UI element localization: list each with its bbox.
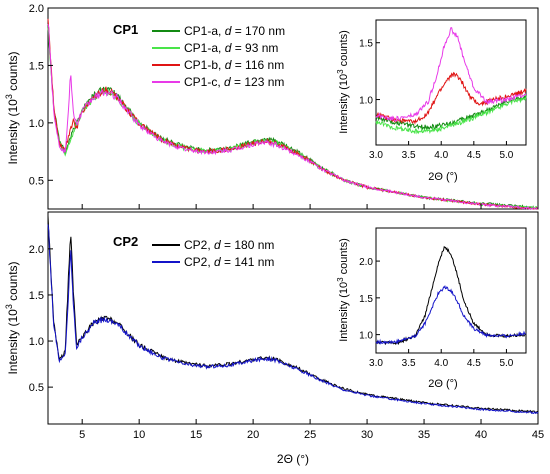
legend-cp1: CP1-a, d = 170 nm CP1-a, d = 93 nm CP1-b… bbox=[152, 24, 285, 89]
inset-cp1-ylabel: Intensity (103 counts) bbox=[336, 30, 350, 134]
series-line-2-1 bbox=[47, 215, 539, 414]
inset-2-xtick-label-3: 4.0 bbox=[434, 358, 448, 369]
panel-2-ytick-label-4: 2.0 bbox=[29, 244, 44, 256]
inset-2-ytick-label-1: 1.0 bbox=[359, 331, 373, 342]
inset-1-ytick-label-2: 1.5 bbox=[359, 39, 373, 50]
legend-cp2-180: CP2, d = 180 nm bbox=[184, 238, 274, 252]
inset-1-xtick-label-2: 3.5 bbox=[402, 150, 416, 161]
panel-cp2-title: CP2 bbox=[113, 234, 138, 249]
panel-2-xtick-label-8: 40 bbox=[475, 429, 487, 441]
panel-1-ytick-label-3: 1.5 bbox=[29, 60, 44, 72]
inset-2-series-line-2 bbox=[375, 285, 527, 345]
panel-cp2-frame bbox=[47, 211, 539, 425]
inset-1-series-line-4 bbox=[375, 26, 527, 122]
inset-2-xtick-label-1: 3.0 bbox=[369, 358, 383, 369]
inset-2-ytick-label-2: 1.5 bbox=[359, 294, 373, 305]
panel-2-xtick-label-3: 15 bbox=[190, 429, 202, 441]
legend-cp2-141: CP2, d = 141 nm bbox=[184, 255, 274, 269]
panel-1-ytick-label-4: 2.0 bbox=[29, 3, 44, 15]
panel-cp1-frame bbox=[47, 7, 539, 210]
main-xlabel: 2Θ (°) bbox=[277, 452, 309, 466]
panel-2-xtick-label-6: 30 bbox=[361, 429, 373, 441]
inset-2-xtick-label-5: 5.0 bbox=[499, 358, 513, 369]
panel-cp1-title: CP1 bbox=[113, 22, 138, 37]
inset-cp1-xlabel: 2Θ (°) bbox=[428, 171, 457, 183]
inset-1-ytick-label-1: 1.0 bbox=[359, 96, 373, 107]
panel-2-xtick-label-1: 5 bbox=[79, 429, 85, 441]
inset-1-xtick-label-3: 4.0 bbox=[434, 150, 448, 161]
panel-2-ytick-label-3: 1.5 bbox=[29, 290, 44, 302]
panel-2-xtick-label-5: 25 bbox=[304, 429, 316, 441]
inset-2-xtick-label-2: 3.5 bbox=[402, 358, 416, 369]
panel-1-ytick-label-2: 1.0 bbox=[29, 118, 44, 130]
series-line-1-4 bbox=[47, 24, 539, 210]
legend-cp1-a-93: CP1-a, d = 93 nm bbox=[184, 41, 278, 55]
inset-1-xtick-label-4: 4.5 bbox=[467, 150, 481, 161]
panel-cp2-ylabel: Intensity (103 counts) bbox=[4, 261, 20, 374]
legend-cp1-b-116: CP1-b, d = 116 nm bbox=[184, 58, 284, 72]
panel-2-xtick-label-7: 35 bbox=[418, 429, 430, 441]
inset-cp2-ylabel: Intensity (103 counts) bbox=[336, 238, 350, 342]
legend-cp1-a-170: CP1-a, d = 170 nm bbox=[184, 24, 285, 38]
series-line-2-2 bbox=[47, 224, 539, 415]
legend-cp1-c-123: CP1-c, d = 123 nm bbox=[184, 75, 284, 89]
inset-2-xtick-label-4: 4.5 bbox=[467, 358, 481, 369]
inset-2-ytick-label-3: 2.0 bbox=[359, 257, 373, 268]
panel-2-xtick-label-9: 45 bbox=[532, 429, 544, 441]
panel-2-xtick-label-4: 20 bbox=[247, 429, 259, 441]
inset-1-series-line-2 bbox=[375, 96, 527, 135]
panel-1-ytick-label-1: 0.5 bbox=[29, 175, 44, 187]
panel-2-ytick-label-1: 0.5 bbox=[29, 382, 44, 394]
inset-1-xtick-label-5: 5.0 bbox=[499, 150, 513, 161]
legend-cp2: CP2, d = 180 nm CP2, d = 141 nm bbox=[152, 238, 274, 269]
inset-1-xtick-label-1: 3.0 bbox=[369, 150, 383, 161]
inset-cp2-xlabel: 2Θ (°) bbox=[428, 378, 457, 390]
panel-2-xtick-label-2: 10 bbox=[133, 429, 145, 441]
panel-cp1-ylabel: Intensity (103 counts) bbox=[4, 51, 20, 164]
panel-2-ytick-label-2: 1.0 bbox=[29, 336, 44, 348]
